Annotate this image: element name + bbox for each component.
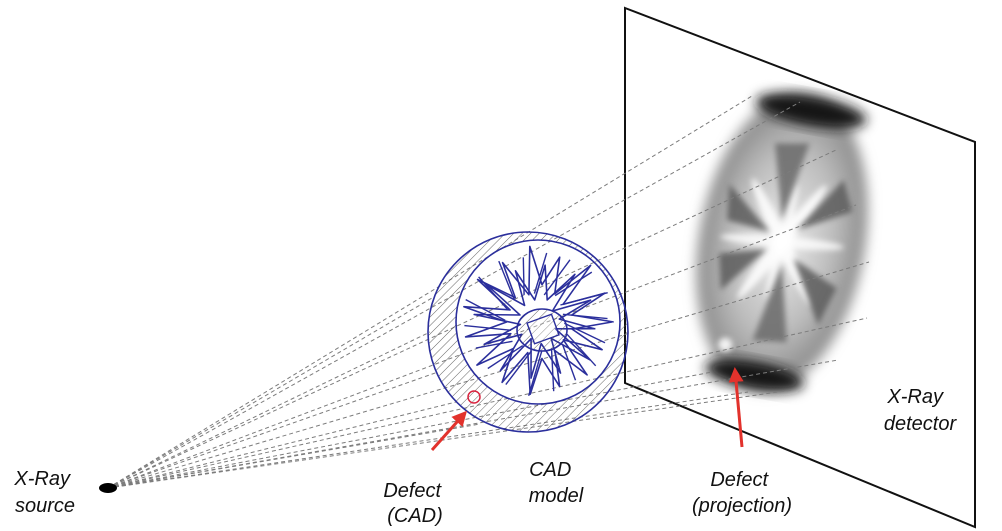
cad-hub <box>516 308 568 352</box>
xray-beam-line <box>107 101 801 489</box>
projection-wedge <box>719 249 767 291</box>
cad-blade-edge <box>562 313 608 320</box>
label-line: X-Ray <box>886 386 944 408</box>
cad-blade-edge <box>562 344 577 381</box>
cad-blade-edge <box>554 271 593 297</box>
label-line: Defect <box>383 480 442 502</box>
label-line: detector <box>884 413 958 435</box>
projection-wedge <box>796 179 853 231</box>
xray-beam-line <box>107 331 431 489</box>
cad-blade-edge <box>528 351 543 396</box>
xray-source-point <box>99 483 117 493</box>
xray-beam-line <box>107 389 793 489</box>
xray-beam-line <box>107 261 870 489</box>
projection-spokes-light <box>720 178 844 306</box>
label-line: X-Ray <box>13 468 71 490</box>
label-cad-model: CAD model <box>529 459 584 507</box>
label-line: CAD <box>529 459 571 481</box>
label-defect-projection: Defect (projection) <box>692 469 792 517</box>
projection-wedge <box>793 258 837 326</box>
label-defect-cad: Defect (CAD) <box>383 480 446 527</box>
cad-blade-edge <box>550 348 555 392</box>
label-line: (CAD) <box>387 505 443 527</box>
xray-beam-line <box>107 149 837 489</box>
label-xray-detector: X-Ray detector <box>884 386 958 435</box>
cad-blade-edge <box>560 292 608 306</box>
cad-model <box>427 231 629 433</box>
xray-beam-line <box>107 371 439 489</box>
projection-spoke <box>765 184 799 300</box>
cad-blade-edge <box>487 345 524 370</box>
label-line: Defect <box>710 469 769 491</box>
cad-defect-marker <box>467 390 481 404</box>
cad-blade-edge <box>475 340 513 349</box>
cad-blade-edge <box>465 298 506 322</box>
label-line: source <box>15 495 75 517</box>
cad-blade-edge <box>543 259 571 296</box>
cad-blade-edge <box>505 350 532 386</box>
cad-blade-edge <box>563 322 606 344</box>
projection-dark-band-top <box>755 93 867 129</box>
projection-wedge <box>775 143 810 220</box>
cad-blade-edge <box>522 257 525 295</box>
cad-blade-edge <box>566 333 597 367</box>
xray-beam-line <box>107 359 839 489</box>
xray-beam-line <box>107 401 457 489</box>
projection-spokes-dark <box>719 143 853 343</box>
cad-outer-ring <box>427 231 629 433</box>
xray-beam-line <box>107 371 713 489</box>
projection-defect-spot <box>718 337 733 352</box>
cad-blade-edge <box>533 252 548 294</box>
defect-cad-arrow <box>430 410 467 451</box>
label-xray-source: X-Ray source <box>13 468 75 517</box>
cad-blade-edge <box>478 276 508 310</box>
cad-hub-core <box>526 313 560 345</box>
projection-wedge <box>752 264 787 343</box>
cad-blade-edge <box>464 324 512 331</box>
cad-blades <box>463 245 614 396</box>
label-line: (projection) <box>692 495 792 517</box>
cad-blade-edge <box>498 260 516 301</box>
defect-projection-arrow <box>728 367 744 448</box>
label-line: model <box>529 485 584 507</box>
cad-blade-outline <box>473 264 596 379</box>
projection-image <box>695 91 869 393</box>
xray-beam-line <box>107 391 749 489</box>
xray-beam-line <box>107 423 481 489</box>
